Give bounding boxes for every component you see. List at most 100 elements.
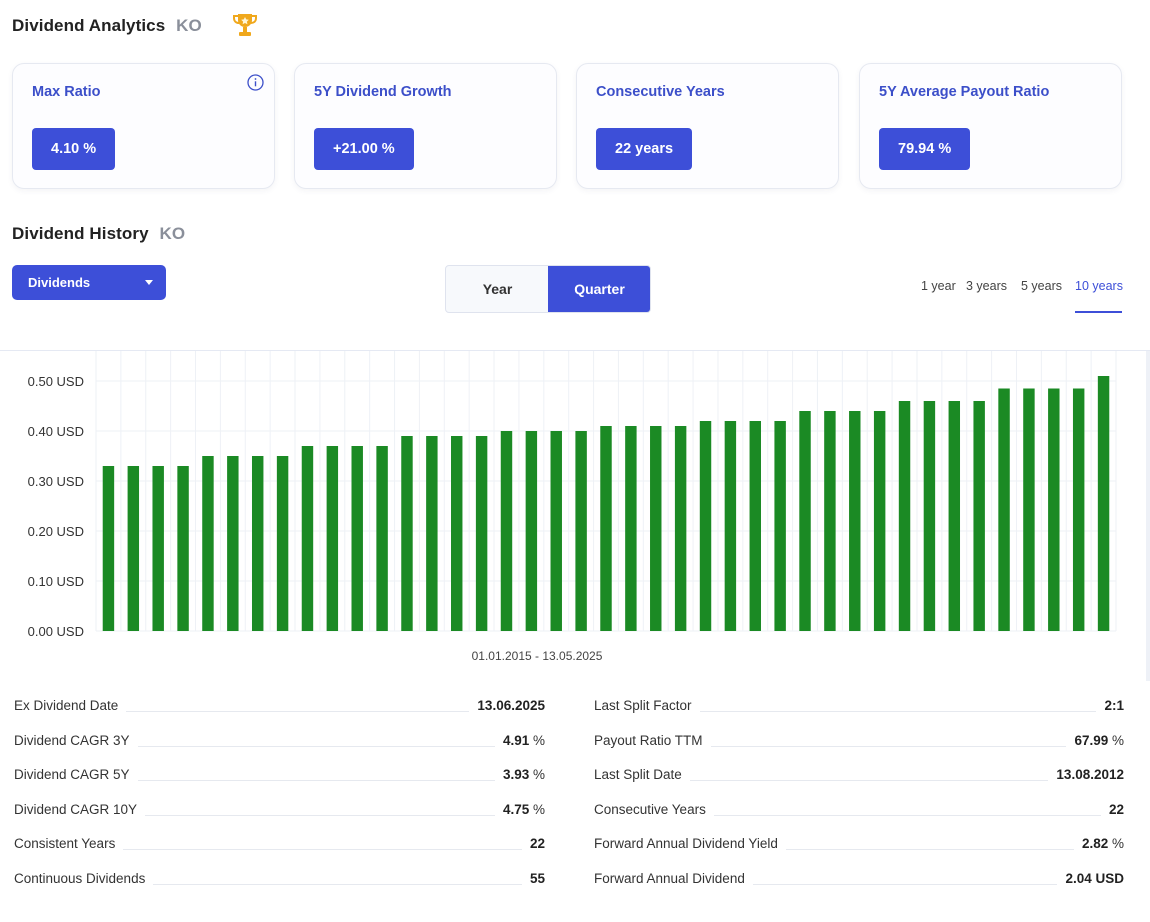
dividend-bar-chart: 0.00 USD 0.10 USD 0.20 USD 0.30 USD 0.40 USD…: [28, 351, 1117, 639]
dividend-bar: [799, 411, 811, 631]
dividend-bar: [998, 388, 1010, 631]
card-value: 4.10 %: [32, 128, 116, 170]
stat-label: Forward Annual Dividend: [594, 870, 753, 886]
dividend-bar: [1072, 388, 1085, 631]
stats-left-column: Ex Dividend Date 13.06.2025 Dividend CAGR…: [14, 693, 545, 901]
card-consecutive-years: Consecutive Years 22 years: [576, 63, 839, 189]
card-value: +21.00 %: [314, 128, 414, 170]
dividend-bar: [724, 421, 737, 631]
dividend-bar: [650, 426, 662, 631]
history-ticker: KO: [159, 224, 186, 243]
card-label: Consecutive Years: [596, 84, 725, 100]
range-10-years[interactable]: 10 years: [1075, 279, 1123, 293]
analytics-ticker: KO: [176, 16, 202, 35]
dividend-bar: [525, 431, 538, 631]
dividend-bar: [749, 421, 761, 631]
dividend-bar: [948, 401, 961, 631]
info-icon[interactable]: [247, 74, 264, 91]
period-toggle: Year Quarter: [445, 265, 651, 313]
dividend-bar: [625, 426, 637, 631]
chart-edge: [1146, 351, 1150, 681]
stat-row: Dividend CAGR 3Y 4.91 %: [14, 728, 545, 763]
dividend-bar: [276, 456, 289, 631]
stat-row: Payout Ratio TTM 67.99 %: [594, 728, 1124, 763]
chart-date-range: 01.01.2015 - 13.05.2025: [471, 649, 603, 663]
dividend-bar: [500, 431, 513, 631]
toggle-quarter[interactable]: Quarter: [548, 266, 650, 312]
stat-row: Forward Annual Dividend 2.04 USD: [594, 866, 1124, 901]
y-tick-label: 0.30 USD: [28, 474, 84, 489]
range-active-underline: [1075, 311, 1122, 313]
dividend-bar: [177, 466, 189, 631]
stat-row: Last Split Date 13.08.2012: [594, 762, 1124, 797]
stat-label: Last Split Date: [594, 767, 690, 783]
dividend-bar: [824, 411, 836, 631]
dividend-chart: 0.00 USD 0.10 USD 0.20 USD 0.30 USD 0.40 USD…: [0, 350, 1150, 681]
dropdown-label: Dividends: [28, 275, 91, 290]
dividend-bar: [849, 411, 861, 631]
card-label: 5Y Dividend Growth: [314, 84, 452, 100]
stat-label: Consecutive Years: [594, 801, 714, 817]
dividend-bar: [873, 411, 886, 631]
stat-value: 13.06.2025: [469, 698, 545, 713]
dividend-bar: [426, 436, 438, 631]
dividend-bar: [227, 456, 239, 631]
y-tick-label: 0.40 USD: [28, 424, 84, 439]
dividend-bar: [1023, 388, 1035, 631]
dividend-bar: [575, 431, 587, 631]
stat-label: Dividend CAGR 10Y: [14, 801, 146, 817]
stat-label: Forward Annual Dividend Yield: [594, 836, 786, 852]
stats-right-column: Last Split Factor 2:1 Payout Ratio TTM 67.…: [594, 693, 1124, 901]
stat-row: Ex Dividend Date 13.06.2025: [14, 693, 545, 728]
y-tick-label: 0.50 USD: [28, 374, 84, 389]
card-label: Max Ratio: [32, 84, 101, 100]
y-tick-label: 0.10 USD: [28, 574, 84, 589]
kpi-cards: Max Ratio 4.10 % 5Y Dividend Growth +21.…: [12, 63, 1122, 189]
card-value: 79.94 %: [879, 128, 971, 170]
dividend-bar: [401, 436, 413, 631]
stat-value: 2:1: [1096, 698, 1124, 713]
dividend-bar: [600, 426, 612, 631]
stat-value: 67.99 %: [1066, 732, 1124, 748]
range-3-years[interactable]: 3 years: [966, 279, 1007, 293]
stat-label: Dividend CAGR 5Y: [14, 767, 138, 783]
analytics-title-text: Dividend Analytics: [12, 16, 166, 35]
dividend-bar: [152, 466, 164, 631]
y-tick-label: 0.20 USD: [28, 524, 84, 539]
stat-row: Dividend CAGR 10Y 4.75 %: [14, 797, 545, 832]
card-max-ratio: Max Ratio 4.10 %: [12, 63, 275, 189]
dividend-bar: [351, 446, 363, 631]
stat-row: Dividend CAGR 5Y 3.93 %: [14, 762, 545, 797]
stat-label: Last Split Factor: [594, 698, 700, 713]
dividend-bar: [699, 421, 712, 631]
range-selector: 1 year 3 years 5 years 10 years: [900, 279, 1123, 315]
range-1-year[interactable]: 1 year: [921, 279, 956, 293]
range-5-years[interactable]: 5 years: [1021, 279, 1062, 293]
history-title-text: Dividend History: [12, 224, 149, 243]
dividend-bar: [1097, 376, 1110, 631]
metric-dropdown[interactable]: Dividends: [12, 265, 166, 300]
chevron-down-icon: [145, 280, 153, 285]
stat-label: Continuous Dividends: [14, 870, 154, 886]
stat-value: 22: [521, 836, 545, 852]
toggle-year[interactable]: Year: [482, 281, 513, 297]
dividend-bar: [451, 436, 463, 631]
stat-row: Last Split Factor 2:1: [594, 693, 1124, 728]
dividend-bar: [251, 456, 264, 631]
stat-value: 4.75 %: [494, 801, 545, 817]
card-5y-average-payout-ratio: 5Y Average Payout Ratio 79.94 %: [859, 63, 1122, 189]
stat-row: Consecutive Years 22: [594, 797, 1124, 832]
dividend-bar: [550, 431, 562, 631]
dividend-bar: [973, 401, 985, 631]
trophy-icon: [233, 14, 257, 36]
dividend-bar: [301, 446, 314, 631]
stat-value: 3.93 %: [494, 767, 545, 783]
card-value: 22 years: [596, 128, 693, 170]
y-tick-label: 0.00 USD: [28, 624, 84, 639]
stat-label: Consistent Years: [14, 836, 124, 852]
dividend-bar: [102, 466, 115, 631]
stat-value: 55: [521, 870, 545, 886]
stat-row: Continuous Dividends 55: [14, 866, 545, 901]
stat-value: 4.91 %: [494, 732, 545, 748]
history-title: Dividend History KO: [12, 224, 185, 244]
